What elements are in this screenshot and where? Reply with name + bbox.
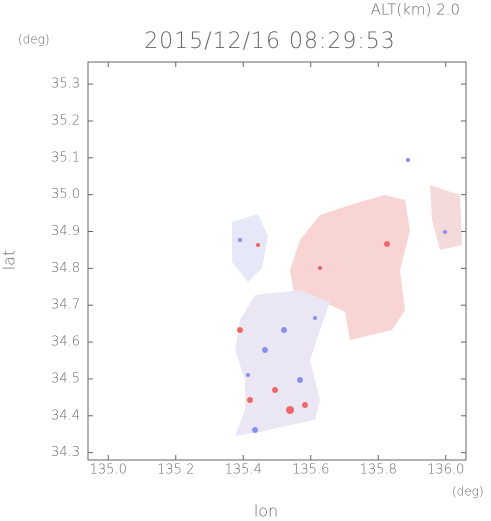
y-axis-label: lat bbox=[0, 250, 19, 271]
echo-cells bbox=[237, 241, 390, 414]
x-tick-label: 135.4 bbox=[225, 463, 262, 478]
x-unit: (deg) bbox=[452, 485, 484, 499]
y-tick-label: 34.9 bbox=[51, 224, 80, 239]
echo-area bbox=[235, 290, 330, 436]
y-tick-label: 34.8 bbox=[51, 261, 80, 276]
y-tick-label: 35.2 bbox=[51, 113, 80, 128]
echo-area bbox=[232, 214, 268, 282]
radar-echoes bbox=[232, 158, 462, 436]
y-tick-label: 34.3 bbox=[51, 445, 80, 460]
y-tick-label: 34.5 bbox=[51, 371, 80, 386]
y-tick-label: 35.1 bbox=[51, 150, 80, 165]
y-unit: (deg) bbox=[18, 33, 50, 47]
echo-area bbox=[290, 195, 410, 340]
x-tick-label: 135.6 bbox=[292, 463, 329, 478]
x-tick-label: 135.8 bbox=[360, 463, 397, 478]
echo-area bbox=[430, 185, 462, 250]
x-tick-label: 135.2 bbox=[157, 463, 194, 478]
x-axis-label: lon bbox=[254, 502, 278, 521]
y-tick-label: 35.0 bbox=[51, 187, 80, 202]
chart-title: 2015/12/16 08:29:53 bbox=[144, 29, 396, 54]
echo-cells bbox=[238, 158, 447, 433]
y-tick-label: 34.7 bbox=[51, 298, 80, 313]
x-tick-label: 136.0 bbox=[427, 463, 464, 478]
y-tick-label: 34.4 bbox=[51, 408, 80, 423]
altitude-label: ALT(km) 2.0 bbox=[371, 1, 460, 19]
y-tick-label: 34.6 bbox=[51, 335, 80, 350]
plot-frame bbox=[87, 61, 467, 461]
x-tick-label: 135.0 bbox=[90, 463, 127, 478]
y-tick-label: 35.3 bbox=[51, 77, 80, 92]
